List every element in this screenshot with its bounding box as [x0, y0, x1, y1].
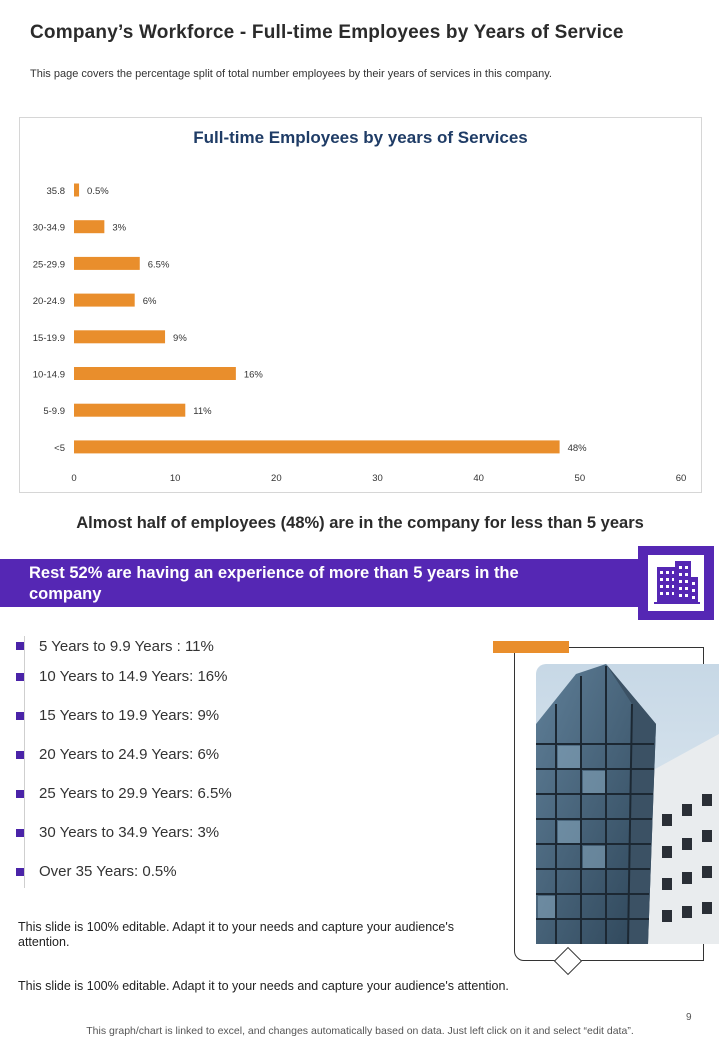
bullet-connector-line — [24, 636, 25, 888]
office-building-icon — [648, 555, 704, 611]
list-item: 5 Years to 9.9 Years : 11% — [16, 635, 232, 657]
data-label: 9% — [173, 333, 187, 344]
bar — [74, 330, 166, 344]
page-number: 9 — [686, 1012, 692, 1023]
bar — [74, 367, 236, 380]
list-item: 30 Years to 34.9 Years: 3% — [16, 813, 232, 852]
data-label: 0.5% — [87, 186, 109, 197]
bullet-square-icon — [16, 642, 24, 650]
bullet-square-icon — [16, 789, 24, 798]
page-title: Company’s Workforce - Full-time Employee… — [30, 22, 624, 43]
y-tick-label: 5-9.9 — [43, 406, 65, 417]
bullet-square-icon — [16, 750, 24, 759]
data-label: 3% — [112, 223, 126, 234]
x-tick-label: 60 — [676, 473, 687, 484]
x-tick-label: 10 — [170, 473, 181, 484]
y-tick-label: 10-14.9 — [33, 370, 65, 381]
bar — [74, 403, 186, 417]
banner-icon-box — [638, 546, 714, 620]
x-tick-label: 30 — [372, 473, 383, 484]
data-label: 6.5% — [148, 259, 170, 270]
bar — [74, 183, 80, 197]
bullet-square-icon — [16, 828, 24, 837]
y-tick-label: 35.8 — [47, 186, 66, 197]
headline: Almost half of employees (48%) are in th… — [76, 514, 644, 532]
editable-note-1: This slide is 100% editable. Adapt it to… — [18, 920, 454, 949]
page-subtitle: This page covers the percentage split of… — [30, 68, 552, 80]
bar — [74, 220, 105, 234]
chart-container: Full-time Employees by years of Services… — [19, 117, 702, 493]
y-tick-label: <5 — [54, 443, 65, 454]
banner-text: Rest 52% are having an experience of mor… — [29, 564, 519, 603]
bullet-square-icon — [16, 867, 24, 876]
x-tick-label: 0 — [71, 473, 76, 484]
accent-bar — [493, 641, 569, 653]
bullet-square-icon — [16, 672, 24, 681]
y-tick-label: 20-24.9 — [33, 296, 65, 307]
footer-note: This graph/chart is linked to excel, and… — [86, 1025, 634, 1037]
editable-note-2: This slide is 100% editable. Adapt it to… — [18, 979, 509, 993]
y-tick-label: 15-19.9 — [33, 333, 65, 344]
bar — [74, 256, 140, 270]
data-label: 48% — [568, 443, 588, 454]
x-tick-label: 40 — [473, 473, 484, 484]
list-item: 20 Years to 24.9 Years: 6% — [16, 735, 232, 774]
data-label: 6% — [143, 296, 157, 307]
list-item: 25 Years to 29.9 Years: 6.5% — [16, 774, 232, 813]
y-tick-label: 25-29.9 — [33, 259, 65, 270]
building-photo — [536, 664, 719, 944]
chart-title: Full-time Employees by years of Services — [193, 128, 528, 147]
list-item: 10 Years to 14.9 Years: 16% — [16, 657, 232, 696]
bar — [74, 293, 135, 307]
bullet-square-icon — [16, 711, 24, 720]
banner: Rest 52% are having an experience of mor… — [0, 559, 640, 607]
bar-chart: 35.8 0.5% 30-34.9 3% 25-29.9 6.5% 20-24.9 6% 15-… — [33, 183, 687, 484]
data-label: 16% — [244, 370, 264, 381]
list-item: 15 Years to 19.9 Years: 9% — [16, 696, 232, 735]
list-item: Over 35 Years: 0.5% — [16, 852, 232, 891]
y-tick-label: 30-34.9 — [33, 223, 65, 234]
bar — [74, 440, 560, 454]
x-tick-label: 20 — [271, 473, 282, 484]
x-tick-label: 50 — [575, 473, 586, 484]
bullet-list: 5 Years to 9.9 Years : 11% 10 Years to 1… — [16, 635, 232, 891]
data-label: 11% — [193, 406, 212, 417]
